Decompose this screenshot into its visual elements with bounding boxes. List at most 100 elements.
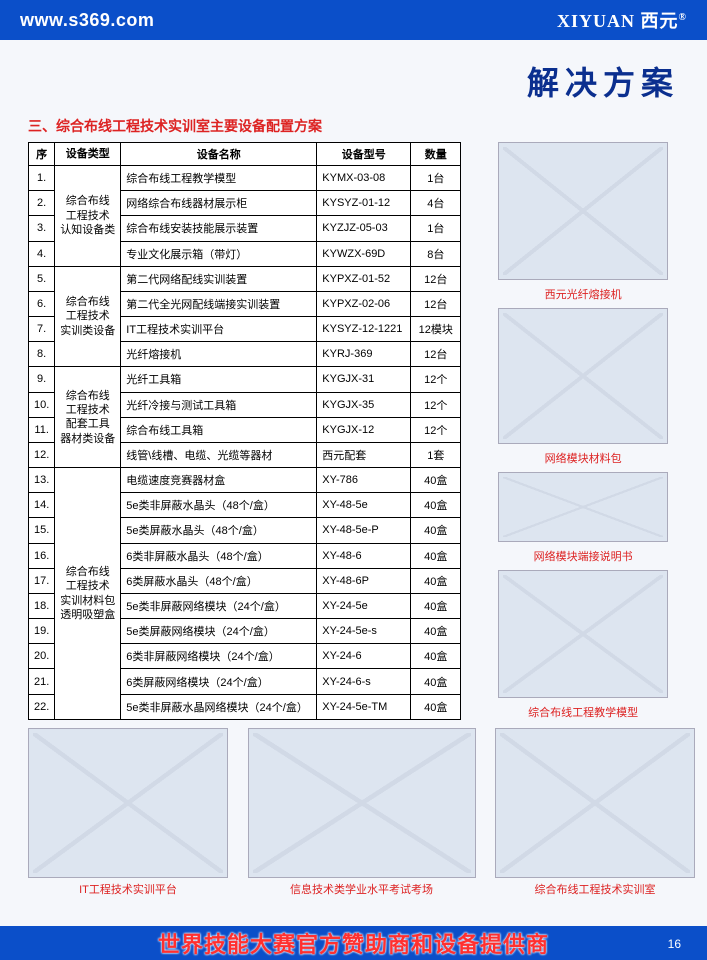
cell-qty: 12个	[411, 367, 461, 392]
cell-category: 综合布线工程技术实训材料包透明吸塑盒	[55, 468, 121, 720]
col-model: 设备型号	[317, 143, 411, 166]
cell-seq: 16.	[29, 543, 55, 568]
col-seq: 序	[29, 143, 55, 166]
cell-qty: 1套	[411, 442, 461, 467]
lab-photo	[28, 728, 228, 878]
cell-name: 网络综合布线器材展示柜	[121, 191, 317, 216]
cell-model: KYPXZ-01-52	[317, 266, 411, 291]
cell-qty: 12个	[411, 417, 461, 442]
cell-category: 综合布线工程技术配套工具器材类设备	[55, 367, 121, 468]
cell-name: 5e类非屏蔽水晶头（48个/盒）	[121, 493, 317, 518]
cell-name: 第二代网络配线实训装置	[121, 266, 317, 291]
cell-name: 5e类屏蔽网络模块（24个/盒）	[121, 619, 317, 644]
section-title: 三、综合布线工程技术实训室主要设备配置方案	[0, 112, 707, 142]
col-qty: 数量	[411, 143, 461, 166]
cell-qty: 40盒	[411, 543, 461, 568]
cell-name: 线管\线槽、电缆、光缆等器材	[121, 442, 317, 467]
cell-qty: 12模块	[411, 317, 461, 342]
image-caption: 综合布线工程技术实训室	[535, 881, 656, 897]
cell-model: XY-24-5e	[317, 593, 411, 618]
cell-qty: 12台	[411, 342, 461, 367]
cell-model: KYWZX-69D	[317, 241, 411, 266]
cell-seq: 4.	[29, 241, 55, 266]
main-content: 序 设备类型 设备名称 设备型号 数量 1.综合布线工程技术认知设备类综合布线工…	[0, 142, 707, 720]
cell-seq: 11.	[29, 417, 55, 442]
cell-name: 光纤冷接与测试工具箱	[121, 392, 317, 417]
bottom-image-col: IT工程技术实训平台	[28, 728, 228, 897]
col-name: 设备名称	[121, 143, 317, 166]
bottom-image-col: 信息技术类学业水平考试考场	[248, 728, 476, 897]
product-image	[498, 308, 668, 444]
cell-seq: 14.	[29, 493, 55, 518]
solution-title: 解决方案	[527, 65, 679, 101]
cell-name: IT工程技术实训平台	[121, 317, 317, 342]
page-number: 16	[668, 937, 681, 951]
cell-name: 第二代全光网配线端接实训装置	[121, 291, 317, 316]
cell-seq: 8.	[29, 342, 55, 367]
bottom-images: IT工程技术实训平台 信息技术类学业水平考试考场 综合布线工程技术实训室	[0, 720, 707, 897]
image-caption: 网络模块端接说明书	[534, 548, 633, 564]
cell-name: 5e类非屏蔽网络模块（24个/盒）	[121, 593, 317, 618]
cell-name: 电缆速度竞赛器材盒	[121, 468, 317, 493]
cell-seq: 17.	[29, 568, 55, 593]
col-cat: 设备类型	[55, 143, 121, 166]
image-caption: 信息技术类学业水平考试考场	[290, 881, 433, 897]
cell-name: 6类非屏蔽水晶头（48个/盒）	[121, 543, 317, 568]
cell-model: KYGJX-35	[317, 392, 411, 417]
image-caption: IT工程技术实训平台	[79, 881, 177, 897]
cell-qty: 1台	[411, 166, 461, 191]
cell-seq: 19.	[29, 619, 55, 644]
cell-seq: 3.	[29, 216, 55, 241]
table-header-row: 序 设备类型 设备名称 设备型号 数量	[29, 143, 461, 166]
cell-name: 综合布线安装技能展示装置	[121, 216, 317, 241]
cell-model: XY-48-5e	[317, 493, 411, 518]
cell-qty: 40盒	[411, 644, 461, 669]
cell-qty: 40盒	[411, 568, 461, 593]
cell-name: 光纤熔接机	[121, 342, 317, 367]
equipment-table: 序 设备类型 设备名称 设备型号 数量 1.综合布线工程技术认知设备类综合布线工…	[28, 142, 461, 720]
lab-photo	[248, 728, 476, 878]
cell-model: XY-48-5e-P	[317, 518, 411, 543]
brand-label: XIYUAN 西元®	[557, 7, 687, 33]
bottom-image-col: 综合布线工程技术实训室	[495, 728, 695, 897]
cell-name: 5e类屏蔽水晶头（48个/盒）	[121, 518, 317, 543]
cell-seq: 1.	[29, 166, 55, 191]
cell-model: XY-24-5e-TM	[317, 694, 411, 719]
cell-seq: 22.	[29, 694, 55, 719]
footer-banner: 世界技能大赛官方赞助商和设备提供商 16	[0, 926, 707, 960]
cell-model: KYMX-03-08	[317, 166, 411, 191]
table-row: 1.综合布线工程技术认知设备类综合布线工程教学模型KYMX-03-081台	[29, 166, 461, 191]
cell-model: 西元配套	[317, 442, 411, 467]
cell-seq: 6.	[29, 291, 55, 316]
cell-qty: 40盒	[411, 593, 461, 618]
cell-qty: 40盒	[411, 619, 461, 644]
cell-model: KYSYZ-01-12	[317, 191, 411, 216]
cell-seq: 7.	[29, 317, 55, 342]
cell-qty: 12台	[411, 266, 461, 291]
cell-qty: 4台	[411, 191, 461, 216]
cell-seq: 10.	[29, 392, 55, 417]
title-row: 解决方案	[0, 40, 707, 112]
product-image	[498, 142, 668, 280]
cell-model: XY-48-6P	[317, 568, 411, 593]
cell-model: XY-24-5e-s	[317, 619, 411, 644]
cell-category: 综合布线工程技术认知设备类	[55, 166, 121, 267]
cell-name: 综合布线工具箱	[121, 417, 317, 442]
cell-qty: 40盒	[411, 493, 461, 518]
image-caption: 综合布线工程教学模型	[528, 704, 638, 720]
cell-qty: 40盒	[411, 669, 461, 694]
table-row: 5.综合布线工程技术实训类设备第二代网络配线实训装置KYPXZ-01-5212台	[29, 266, 461, 291]
cell-seq: 13.	[29, 468, 55, 493]
cell-qty: 8台	[411, 241, 461, 266]
cell-model: KYZJZ-05-03	[317, 216, 411, 241]
cell-name: 5e类非屏蔽水晶网络模块（24个/盒）	[121, 694, 317, 719]
cell-qty: 12台	[411, 291, 461, 316]
table-row: 9.综合布线工程技术配套工具器材类设备光纤工具箱KYGJX-3112个	[29, 367, 461, 392]
cell-model: XY-24-6-s	[317, 669, 411, 694]
cell-model: KYPXZ-02-06	[317, 291, 411, 316]
site-url: www.s369.com	[20, 10, 154, 31]
cell-name: 6类非屏蔽网络模块（24个/盒）	[121, 644, 317, 669]
cell-qty: 12个	[411, 392, 461, 417]
cell-name: 光纤工具箱	[121, 367, 317, 392]
sidebar-images: 西元光纤熔接机网络模块材料包网络模块端接说明书综合布线工程教学模型	[471, 142, 695, 720]
